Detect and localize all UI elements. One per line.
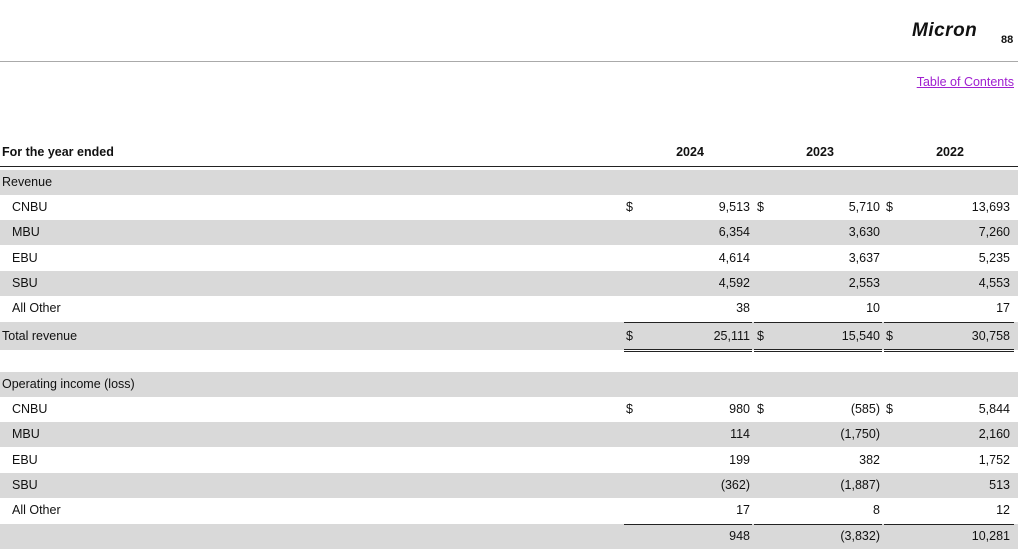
value: 382 [859,452,880,467]
value: 17 [996,301,1010,316]
header-rule [0,61,1018,62]
row-shade [0,422,1018,448]
value: (3,832) [840,528,880,543]
row-shade [0,523,1018,549]
row-shade [0,220,1018,246]
row-shade [0,270,1018,296]
row-label: CNBU [12,402,48,416]
currency: $ [626,328,633,343]
value: 30,758 [971,328,1010,343]
section-title: Operating income (loss) [2,377,135,391]
value: 38 [736,301,750,316]
value: 15,540 [841,328,880,343]
row-shade [0,372,1018,397]
value: 4,592 [718,275,750,290]
currency: $ [757,328,764,343]
toc-link[interactable]: Table of Contents [916,75,1014,89]
value: 4,614 [718,250,750,265]
row-label: Total revenue [2,328,78,343]
logo: Micron [912,20,978,41]
value: 9,513 [718,200,750,214]
value: 3,630 [848,225,880,240]
total-rule [624,523,752,525]
value: 4,553 [978,275,1010,290]
value: 948 [729,528,750,543]
total-rule [884,523,1014,525]
value: 7,260 [978,225,1010,240]
row-label: EBU [12,250,38,265]
page-number: 88 [1001,34,1014,46]
value: 10 [866,301,880,316]
caption: For the year ended [2,145,114,159]
total-rule [754,321,882,323]
double-rule [624,350,752,352]
row-label: SBU [12,477,38,492]
value: 114 [730,427,750,442]
value: 513 [989,477,1010,492]
row-label: EBU [12,452,38,467]
currency: $ [886,402,893,416]
value: 10,281 [971,528,1010,543]
currency: $ [886,200,893,214]
total-rule [754,523,882,525]
value: 17 [736,503,750,518]
value: (585) [850,402,880,416]
currency: $ [757,402,764,416]
value: 5,710 [848,200,880,214]
value: 8 [873,503,880,518]
value: (1,887) [840,477,880,492]
year-header: 2024 [676,145,704,159]
value: 2,160 [978,427,1010,442]
header-rule [0,166,1018,167]
row-label: All Other [12,301,61,316]
double-rule [754,350,882,352]
double-rule [754,348,882,350]
total-rule [624,321,752,323]
row-shade [0,321,1018,350]
currency: $ [626,200,633,214]
currency: $ [626,402,633,416]
double-rule [884,350,1014,352]
row-label: CNBU [12,200,48,214]
double-rule [884,348,1014,350]
year-header: 2022 [936,145,964,159]
value: 199 [729,452,750,467]
value: 13,693 [971,200,1010,214]
row-label: MBU [12,225,40,240]
value: 25,111 [713,328,750,343]
section-title: Revenue [2,175,53,189]
row-label: SBU [12,275,38,290]
total-rule [884,321,1014,323]
value: (1,750) [840,427,880,442]
value: 3,637 [848,250,880,265]
value: 5,235 [978,250,1010,265]
value: 2,553 [848,275,880,290]
row-label: MBU [12,427,40,442]
value: 12 [996,503,1010,518]
row-label: All Other [12,503,61,518]
currency: $ [886,328,893,343]
value: 5,844 [978,402,1010,416]
year-header: 2023 [806,145,834,159]
double-rule [624,348,752,350]
value: (362) [720,477,750,492]
row-shade [0,472,1018,498]
currency: $ [757,200,764,214]
value: 980 [729,402,750,416]
value: 1,752 [978,452,1010,467]
value: 6,354 [718,225,750,240]
row-shade [0,170,1018,195]
